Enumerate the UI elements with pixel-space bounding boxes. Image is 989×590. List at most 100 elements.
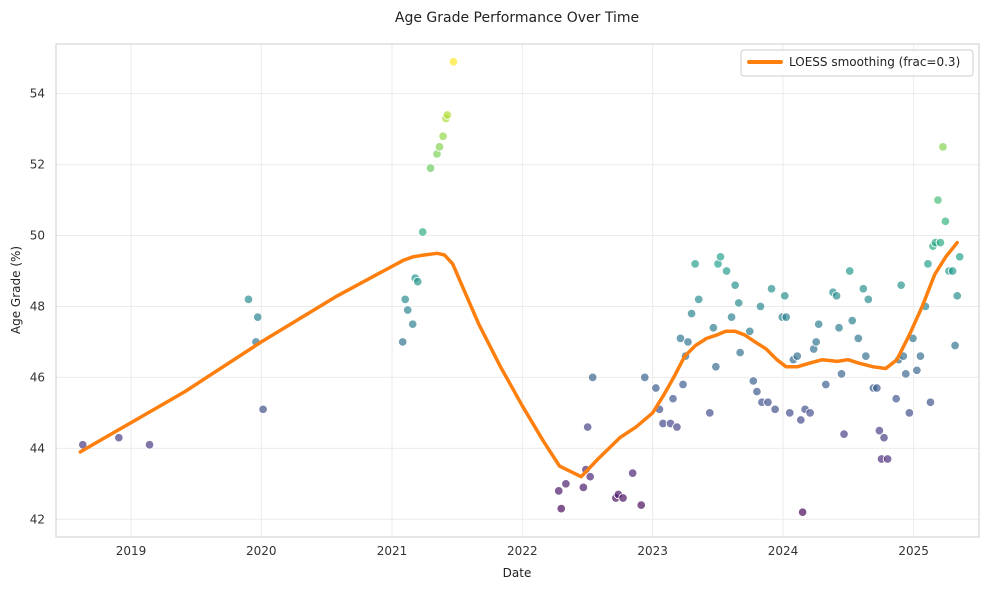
scatter-point: [582, 422, 593, 432]
x-ticks: 2019 2020 2021 2022 2023 2024 2025: [116, 544, 929, 558]
chart-title: Age Grade Performance Over Time: [395, 10, 639, 26]
scatter-point: [434, 142, 445, 152]
x-tick-label: 2019: [116, 544, 147, 558]
scatter-point: [397, 337, 408, 347]
scatter-point: [923, 259, 933, 269]
scatter-point: [686, 308, 697, 319]
scatter-point: [693, 294, 704, 305]
scatter-point: [407, 319, 418, 329]
scatter-point: [585, 471, 595, 482]
scatter-point: [781, 312, 791, 322]
scatter-point: [792, 351, 803, 361]
scatter-point: [726, 312, 737, 322]
scatter-point: [417, 227, 428, 237]
y-tick-label: 52: [30, 158, 45, 172]
scatter-point: [861, 351, 871, 361]
scatter-point: [144, 440, 155, 450]
x-tick-label: 2022: [507, 544, 538, 558]
scatter-point: [425, 163, 436, 173]
x-tick-label: 2024: [768, 544, 799, 558]
scatter-point: [735, 347, 745, 358]
scatter-point: [891, 393, 901, 404]
scatter-point: [763, 397, 773, 407]
scatter-point: [578, 482, 589, 493]
scatter-point: [938, 142, 948, 152]
scatter-point: [442, 110, 453, 120]
scatter-point: [813, 319, 824, 329]
scatter-point: [863, 294, 874, 305]
scatter-point: [896, 280, 906, 290]
scatter-point: [668, 393, 678, 404]
x-tick-label: 2025: [898, 544, 929, 558]
scatter-point: [853, 333, 864, 344]
x-tick-label: 2021: [377, 544, 408, 558]
scatter-point: [901, 369, 911, 379]
scatter-point: [780, 291, 790, 301]
loess-line-group: [78, 240, 959, 479]
scatter-point: [553, 486, 564, 496]
scatter-point: [874, 425, 885, 436]
x-tick-label: 2023: [637, 544, 668, 558]
scatter-point: [730, 280, 740, 290]
scatter-point: [752, 386, 762, 397]
scatter-point: [766, 283, 777, 294]
scatter-point: [690, 259, 700, 269]
scatter-point: [805, 408, 815, 418]
scatter-point: [678, 379, 688, 390]
y-tick-label: 48: [30, 299, 45, 313]
scatter-point: [755, 301, 766, 312]
scatter-point: [834, 322, 844, 333]
scatter-point: [243, 294, 254, 305]
scatter-point: [821, 379, 831, 390]
scatter-point: [770, 404, 780, 415]
scatter-point: [587, 372, 598, 383]
scatter-point: [640, 372, 650, 383]
plot-area: [55, 43, 980, 538]
scatter-point: [748, 376, 759, 386]
scatter-point: [708, 322, 719, 333]
y-tick-label: 50: [30, 229, 45, 243]
y-tick-label: 54: [30, 87, 45, 101]
y-ticks: 42 44 46 48 50 52 54: [30, 87, 45, 527]
scatter-point: [954, 252, 965, 262]
scatter-point: [925, 397, 936, 407]
legend: LOESS smoothing (frac=0.3): [740, 49, 974, 77]
scatter-point: [400, 294, 410, 305]
scatter-point: [844, 266, 855, 276]
scatter-point: [915, 351, 926, 361]
loess-line: [78, 240, 959, 479]
x-tick-label: 2020: [246, 544, 277, 558]
y-tick-label: 44: [30, 441, 45, 455]
scatter-point: [733, 298, 744, 308]
scatter-point: [627, 468, 638, 478]
scatter-point: [950, 340, 960, 351]
scatter-point: [721, 266, 732, 276]
scatter-point: [114, 432, 124, 443]
scatter-point: [412, 276, 423, 287]
scatter-point: [683, 337, 693, 347]
scatter-point: [912, 365, 922, 376]
y-tick-label: 46: [30, 370, 45, 384]
scatter-point: [847, 315, 857, 326]
scatter-point: [947, 266, 958, 276]
scatter-point: [872, 383, 882, 393]
scatter-point: [952, 291, 962, 301]
scatter-point: [715, 252, 726, 262]
scatter-point: [904, 408, 915, 418]
legend-label: LOESS smoothing (frac=0.3): [789, 55, 960, 69]
scatter-point: [797, 507, 808, 517]
scatter-point: [675, 333, 686, 344]
scatter-point: [858, 283, 869, 294]
scatter-point: [796, 415, 806, 425]
scatter-point: [940, 216, 951, 227]
scatter-point: [879, 432, 889, 443]
scatter-point: [252, 312, 263, 322]
scatter-point: [745, 326, 755, 337]
scatter-point: [785, 408, 795, 418]
x-axis-label: Date: [503, 566, 532, 580]
scatter-point: [836, 369, 847, 379]
y-axis-label: Age Grade (%): [9, 246, 23, 334]
scatter-point: [839, 429, 849, 439]
scatter-point: [935, 237, 946, 248]
